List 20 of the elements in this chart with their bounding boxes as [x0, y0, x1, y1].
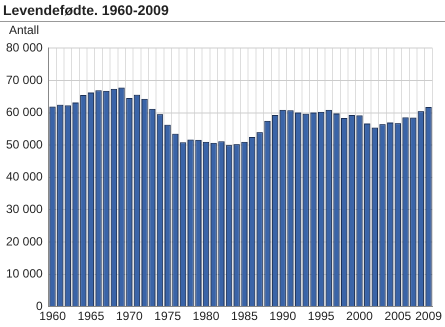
- chart-title: Levendefødte. 1960-2009: [3, 2, 169, 18]
- x-tick-label: 1990: [269, 309, 296, 324]
- x-tick-label: 1970: [116, 309, 143, 324]
- y-tick-label: 50 000: [6, 137, 44, 152]
- x-tick-label: 2009: [415, 309, 442, 324]
- y-tick-label: 30 000: [6, 202, 44, 216]
- y-tick-label: 60 000: [6, 105, 44, 120]
- x-tick-label: 2000: [346, 309, 374, 324]
- x-tick-label: 2005: [384, 309, 412, 324]
- x-tick-label: 1980: [192, 309, 220, 324]
- x-tick-label: 1975: [154, 309, 182, 324]
- y-tick-label: 10 000: [6, 266, 44, 281]
- y-axis-title: Antall: [9, 23, 40, 37]
- y-tick-label: 20 000: [6, 234, 44, 248]
- y-tick-label: 80 000: [6, 40, 44, 55]
- x-tick-label: 1965: [78, 309, 105, 324]
- x-tick-label: 1995: [308, 309, 335, 324]
- x-tick-label: 1985: [231, 309, 258, 324]
- y-tick-label: 40 000: [6, 170, 44, 184]
- y-tick-label: 70 000: [6, 72, 44, 87]
